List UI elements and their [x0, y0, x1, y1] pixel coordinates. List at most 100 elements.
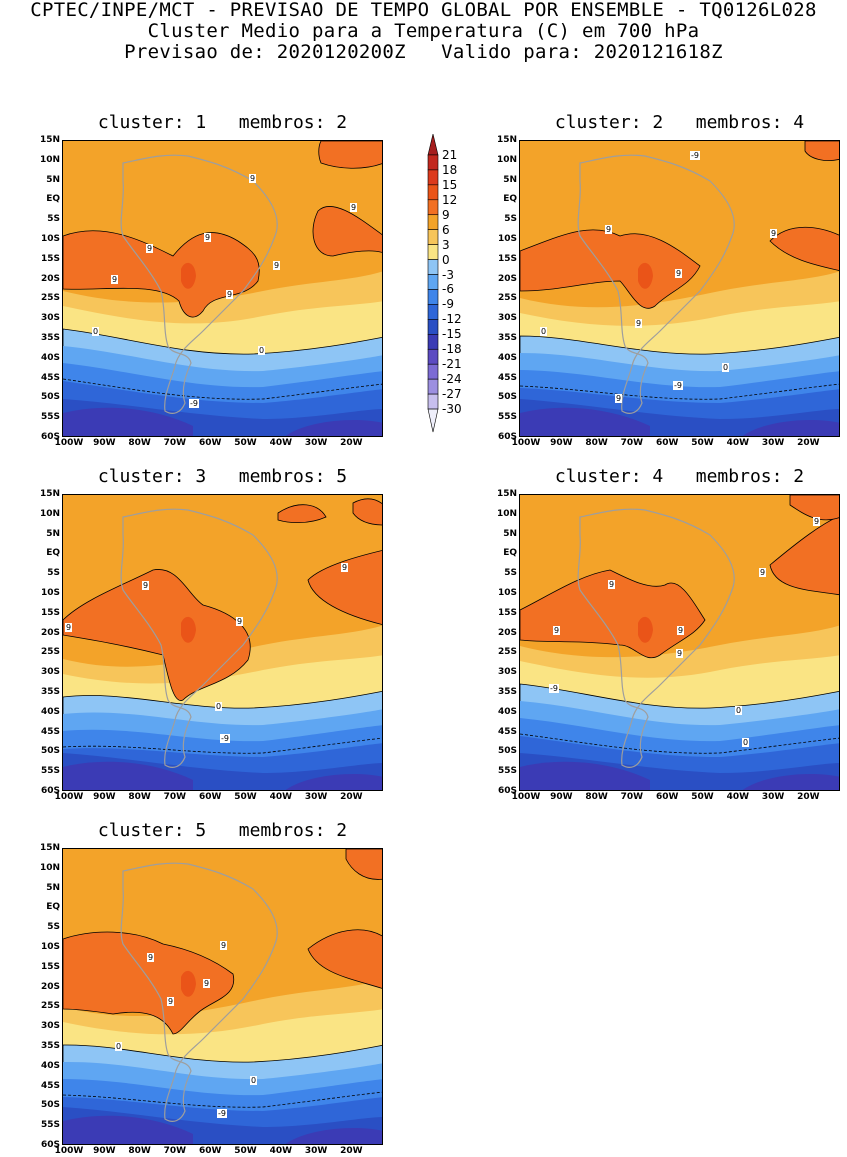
lon-tick-label: 20W	[340, 792, 363, 802]
south-america-coastline	[577, 154, 735, 414]
map-panel-cluster-1: 9 9 9 9 9 9 9 0 0 -9	[62, 140, 383, 437]
contour-label: 9	[759, 568, 767, 577]
colorbar-swatch	[427, 319, 439, 335]
lat-tick-label: 25S	[497, 647, 517, 658]
contour-label: 9	[167, 997, 175, 1006]
lon-tick-label: 70W	[620, 438, 644, 448]
contour-label: 9	[220, 941, 228, 950]
contour-label: 9	[249, 174, 257, 183]
band-minus18c-east	[285, 773, 382, 790]
temperature-field	[63, 849, 382, 1144]
lat-tick-label: 10N	[39, 862, 60, 873]
lat-tick-label: 60S	[40, 432, 60, 442]
contour-label: 0	[258, 346, 266, 355]
warm-region-9c	[520, 229, 701, 309]
lat-tick-label: 10S	[497, 234, 517, 244]
temperature-field	[63, 141, 382, 436]
lat-tick-label: EQ	[46, 548, 60, 559]
contour-label: -9	[690, 151, 700, 160]
contour-label: 9	[226, 290, 234, 299]
lat-tick-label: 20S	[497, 273, 517, 284]
lon-tick-label: 70W	[163, 1146, 187, 1156]
map-panel-cluster-5: 9 9 9 9 0 0 -9	[62, 848, 383, 1145]
warm-region-9c-north	[345, 849, 382, 880]
hot-core-12c	[181, 616, 196, 643]
colorbar-swatch	[427, 289, 439, 305]
lon-tick-label: 70W	[620, 792, 644, 802]
band-minus18c	[520, 407, 650, 436]
contour-label: 0	[722, 363, 730, 372]
colorbar-swatch	[427, 154, 439, 171]
contour-label: 0	[215, 702, 223, 711]
panel-title: cluster: 4 membros: 2	[554, 466, 805, 487]
lon-tick-label: 40W	[269, 438, 293, 448]
warm-region-9c	[520, 569, 706, 659]
map-panel-cluster-4: 9 9 9 9 9 9 0 0 -9	[519, 494, 840, 791]
lat-tick-label: 50S	[497, 392, 517, 403]
lat-tick-label: 25S	[497, 293, 517, 304]
contour-minus9-dashed	[520, 733, 839, 754]
lat-tick-label: 30S	[497, 667, 517, 678]
lat-tick-label: 10N	[39, 154, 60, 165]
colorbar-label: 18	[442, 162, 458, 177]
lat-tick-label: 35S	[497, 687, 517, 697]
lat-tick-label: 40S	[40, 706, 60, 717]
contour-label: 0	[92, 327, 100, 336]
contour-label: 9	[635, 319, 643, 328]
warm-region-9c-atlantic	[307, 929, 382, 989]
contour-minus9-dashed	[63, 1091, 382, 1108]
lat-tick-label: 20S	[40, 627, 60, 638]
colorbar-swatch	[427, 363, 439, 380]
lon-tick-label: 60W	[198, 1146, 222, 1156]
lon-tick-label: 100W	[54, 792, 84, 802]
lat-tick-label: 5N	[46, 174, 60, 185]
lon-tick-label: 20W	[797, 792, 820, 802]
contour-label: 9	[146, 244, 154, 253]
warm-region-9c	[63, 230, 260, 318]
lat-tick-label: 25S	[40, 1001, 60, 1012]
colorbar-swatch	[427, 408, 439, 433]
lat-tick-label: 20S	[497, 627, 517, 638]
colorbar-label: 6	[442, 222, 450, 237]
lat-tick-label: 20S	[40, 981, 60, 992]
temperature-field	[63, 498, 382, 790]
lon-tick-label: 80W	[585, 438, 608, 448]
colorbar-label: 0	[442, 252, 450, 267]
contour-label: -9	[217, 1109, 227, 1118]
lat-tick-label: 15S	[40, 607, 60, 618]
band-minus18c-east	[742, 773, 839, 790]
contour-label: 0	[250, 1076, 258, 1085]
lon-tick-label: 60W	[655, 792, 679, 802]
colorbar-label: -6	[442, 282, 454, 297]
lat-tick-label: 45S	[497, 726, 517, 737]
contour-label: 9	[676, 649, 684, 658]
lat-tick-label: 15S	[497, 253, 517, 264]
lat-tick-label: 5S	[47, 568, 60, 579]
contour-label: -9	[220, 734, 230, 743]
lat-tick-label: 35S	[40, 1041, 60, 1051]
contour-minus9-dashed	[63, 737, 382, 754]
colorbar-swatch	[427, 334, 439, 350]
warm-region-9c	[63, 931, 235, 1035]
colorbar-swatch	[427, 304, 439, 320]
lat-tick-label: 15N	[39, 135, 60, 145]
lat-tick-label: 55S	[40, 1120, 60, 1131]
lat-tick-label: 15N	[39, 843, 60, 853]
colorbar-swatch	[427, 259, 439, 275]
temperature-field	[520, 495, 839, 790]
colorbar-label: -3	[442, 267, 454, 282]
lat-tick-label: 50S	[497, 746, 517, 757]
colorbar-label: 15	[442, 177, 458, 192]
contour-label: 9	[236, 617, 244, 626]
lat-tick-label: 50S	[40, 1100, 60, 1111]
contour-label: 9	[605, 225, 613, 234]
lon-tick-label: 70W	[163, 792, 187, 802]
lat-tick-label: 45S	[40, 1080, 60, 1091]
panel-title: cluster: 1 membros: 2	[97, 112, 348, 133]
colorbar-swatch	[427, 169, 439, 186]
contour-label: -9	[673, 381, 683, 390]
colorbar-swatch	[427, 229, 439, 245]
lat-tick-label: 35S	[40, 687, 60, 697]
lon-tick-label: 80W	[128, 1146, 151, 1156]
lat-tick-label: 30S	[497, 313, 517, 324]
